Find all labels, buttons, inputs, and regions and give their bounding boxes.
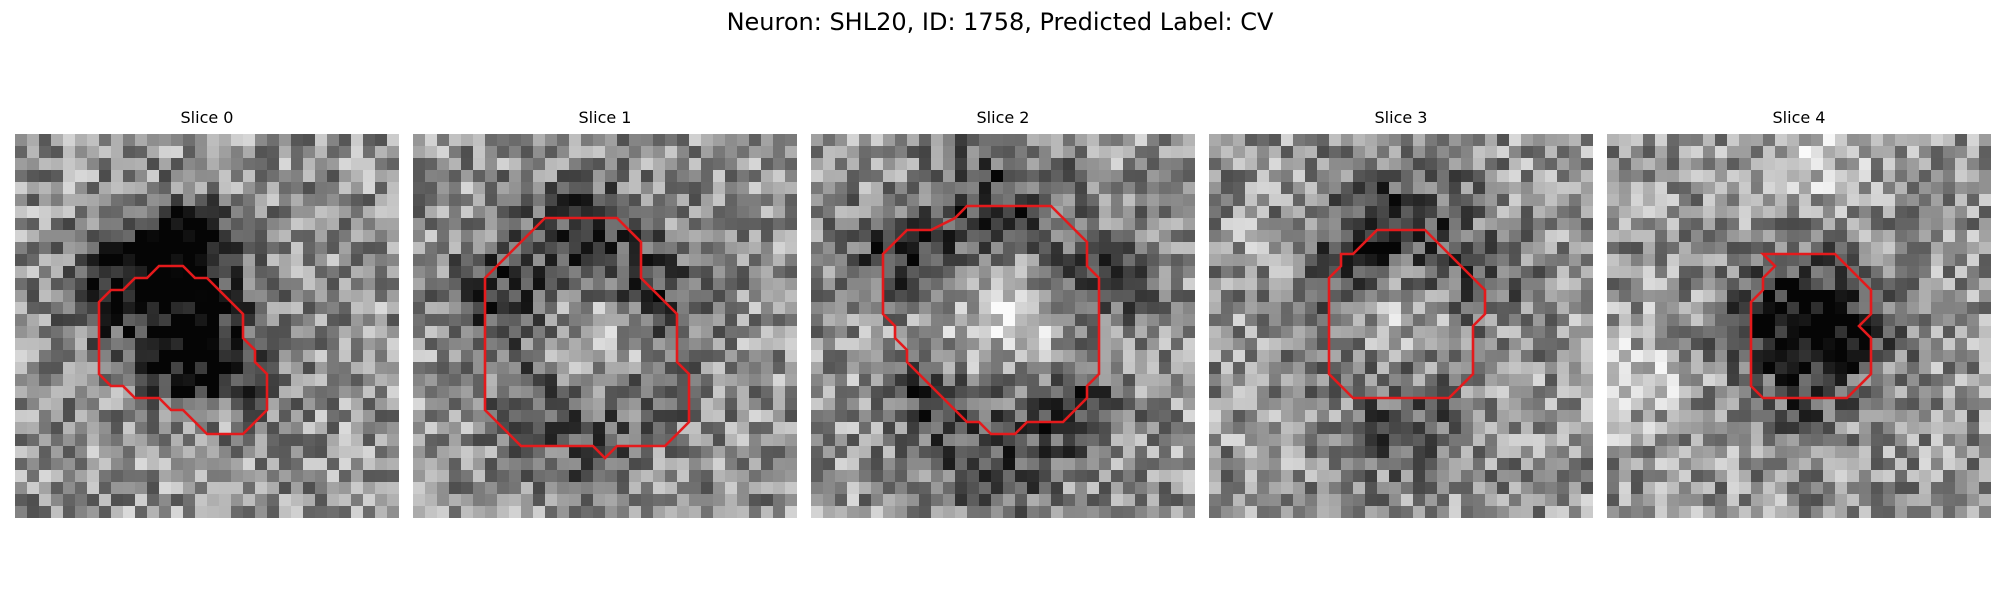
- slice-title-3: Slice 3: [1374, 108, 1428, 127]
- slice-title-0: Slice 0: [180, 108, 234, 127]
- slice-title-2: Slice 2: [976, 108, 1030, 127]
- segmentation-contour: [97, 264, 269, 436]
- slice-image-1: [413, 134, 797, 518]
- pixel-grid: [1607, 134, 1991, 518]
- segmentation-contour: [483, 216, 691, 460]
- slice-panel-4: Slice 4: [1607, 108, 1991, 518]
- segmentation-contour: [1327, 228, 1487, 400]
- slice-panel-2: Slice 2: [811, 108, 1195, 518]
- slice-image-3: [1209, 134, 1593, 518]
- segmentation-contour: [881, 204, 1101, 436]
- slice-panel-1: Slice 1: [413, 108, 797, 518]
- slice-title-4: Slice 4: [1772, 108, 1826, 127]
- pixel-grid: [1209, 134, 1593, 518]
- pixel-grid: [413, 134, 797, 518]
- slice-image-4: [1607, 134, 1991, 518]
- slice-image-2: [811, 134, 1195, 518]
- slice-panel-0: Slice 0: [15, 108, 399, 518]
- slice-image-0: [15, 134, 399, 518]
- pixel-grid: [811, 134, 1195, 518]
- slice-title-1: Slice 1: [578, 108, 632, 127]
- figure-title: Neuron: SHL20, ID: 1758, Predicted Label…: [726, 8, 1274, 36]
- segmentation-contour: [1749, 252, 1873, 400]
- slice-panel-3: Slice 3: [1209, 108, 1593, 518]
- pixel-grid: [15, 134, 399, 518]
